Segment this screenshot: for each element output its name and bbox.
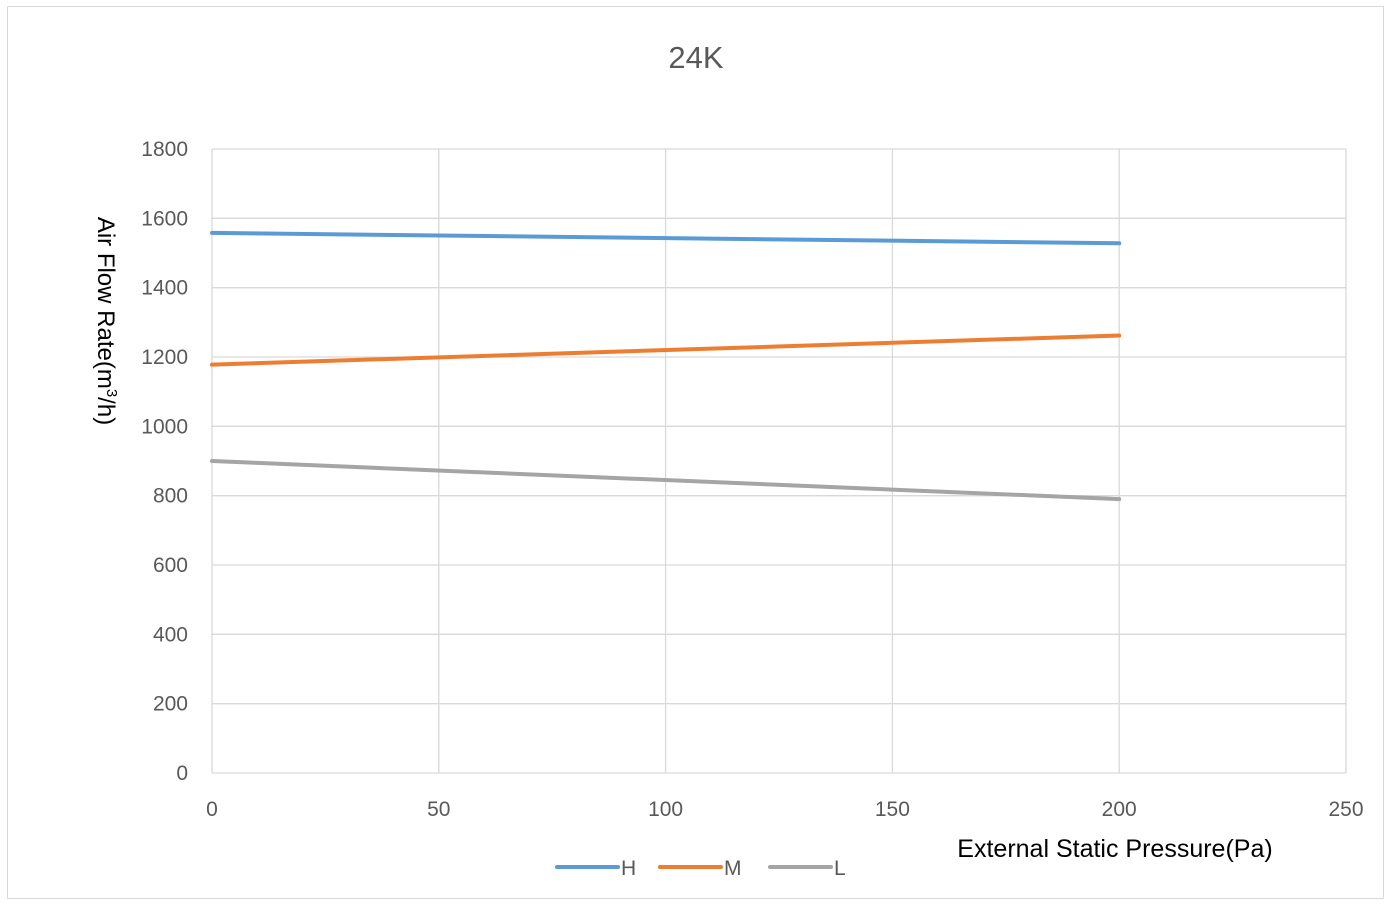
y-tick-label: 1800	[141, 138, 188, 161]
y-tick-label: 200	[153, 693, 188, 716]
y-axis-label-tail: /h)	[92, 397, 119, 425]
chart-title: 24K	[668, 40, 723, 75]
y-tick-label: 600	[153, 554, 188, 577]
y-axis-label-main: Air Flow Rate(m	[92, 217, 119, 389]
y-tick-label: 0	[176, 762, 188, 785]
y-tick-label: 1200	[141, 346, 188, 369]
y-tick-label: 800	[153, 485, 188, 508]
series-line-l	[210, 459, 1122, 502]
x-tick-label: 50	[427, 798, 450, 821]
x-tick-label: 150	[875, 798, 910, 821]
y-tick-labels: 0 200 400 600 800 1000 1200 1400 1600 1800	[141, 138, 188, 785]
chart-frame	[7, 6, 1384, 899]
x-axis-label: External Static Pressure(Pa)	[957, 835, 1272, 863]
x-tick-label: 100	[648, 798, 683, 821]
x-tick-label: 200	[1102, 798, 1137, 821]
y-axis-label: Air Flow Rate(m3/h)	[92, 217, 120, 425]
legend-label-m: M	[724, 857, 742, 880]
y-tick-label: 1400	[141, 277, 188, 300]
y-tick-label: 1000	[141, 415, 188, 438]
y-tick-label: 1600	[141, 207, 188, 230]
legend-label-l: L	[834, 857, 846, 880]
x-tick-label: 250	[1328, 798, 1363, 821]
legend-label-h: H	[621, 857, 636, 880]
series-lines	[210, 230, 1122, 502]
y-axis-label-sup: 3	[103, 389, 120, 397]
x-tick-labels: 0 50 100 150 200 250	[206, 798, 1363, 821]
series-line-h	[210, 230, 1122, 246]
series-line-m	[210, 333, 1122, 367]
x-tick-label: 0	[206, 798, 218, 821]
axes	[211, 149, 1346, 774]
y-tick-label: 400	[153, 623, 188, 646]
grid-lines	[212, 148, 1347, 773]
